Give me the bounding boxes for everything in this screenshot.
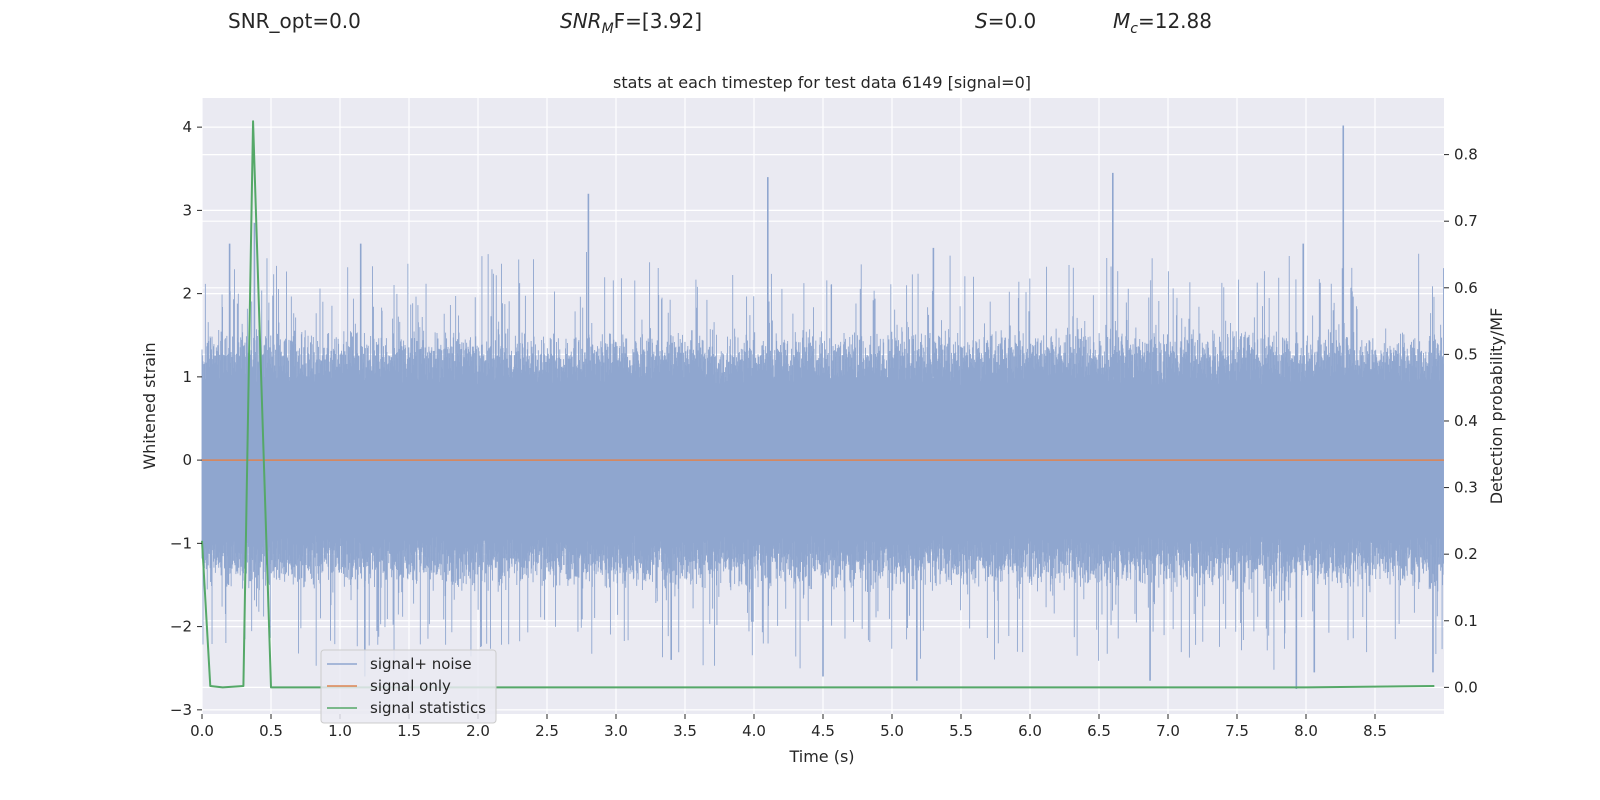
x-axis-ticks: 0.0 0.5 1.0 1.5 2.0 2.5 3.0 3.5 4.0 4.5 5.0 5.5 6.0 6… — [190, 714, 1387, 740]
noise-trace — [201, 252, 1444, 671]
y-tick-label: −2 — [170, 618, 192, 636]
x-tick-label: 6.5 — [1087, 722, 1111, 740]
y2-axis-label: Detection probability/MF — [1487, 308, 1506, 505]
y-axis-label: Whitened strain — [140, 342, 159, 469]
legend-label-signal-only: signal only — [370, 677, 451, 695]
x-tick-label: 7.0 — [1156, 722, 1180, 740]
x-tick-label: 8.5 — [1363, 722, 1387, 740]
y2-tick-label: 0.5 — [1454, 345, 1478, 363]
x-tick-label: 1.0 — [328, 722, 352, 740]
y-tick-label: 3 — [182, 201, 192, 219]
x-tick-label: 3.5 — [673, 722, 697, 740]
y2-tick-label: 0.8 — [1454, 146, 1478, 164]
snr-mf-rest: F=[3.92] — [614, 9, 702, 33]
header-annotations: SNR_opt=0.0 SNRMF=[3.92] S=0.0 Mc=12.88 — [228, 9, 1212, 37]
y-tick-label: 2 — [182, 285, 192, 303]
x-tick-label: 7.5 — [1225, 722, 1249, 740]
legend-frame — [320, 649, 497, 724]
mc-var: M — [1113, 9, 1130, 33]
x-tick-label: 0.5 — [259, 722, 283, 740]
y2-tick-label: 0.4 — [1454, 412, 1478, 430]
snr-mf-label: SNRMF=[3.92] — [560, 9, 702, 37]
y-tick-label: 4 — [182, 118, 192, 136]
x-tick-label: 0.0 — [190, 722, 214, 740]
mc-sub: c — [1130, 21, 1138, 37]
snr-mf-sub: M — [602, 21, 614, 37]
legend-label-signal-plus-noise: signal+ noise — [370, 655, 472, 673]
y2-tick-label: 0.7 — [1454, 212, 1478, 230]
y2-tick-label: 0.6 — [1454, 279, 1478, 297]
y-tick-label: −3 — [170, 701, 192, 719]
s-val: =0.0 — [988, 9, 1037, 33]
x-tick-label: 2.0 — [466, 722, 490, 740]
x-tick-label: 2.5 — [535, 722, 559, 740]
x-tick-label: 5.5 — [949, 722, 973, 740]
y2-tick-label: 0.2 — [1454, 545, 1478, 563]
x-tick-label: 3.0 — [604, 722, 628, 740]
x-tick-label: 6.0 — [1018, 722, 1042, 740]
legend-label-signal-statistics: signal statistics — [370, 699, 486, 717]
x-tick-label: 4.5 — [811, 722, 835, 740]
mc-label: Mc=12.88 — [1113, 9, 1212, 37]
y2-tick-label: 0.0 — [1454, 678, 1478, 696]
s-label: S=0.0 — [975, 9, 1036, 33]
y2-axis-ticks: 0.0 0.1 0.2 0.3 0.4 0.5 0.6 0.7 0.8 — [1444, 146, 1478, 696]
y-tick-label: 0 — [182, 451, 192, 469]
snr-opt-label: SNR_opt=0.0 — [228, 9, 361, 33]
y-axis-ticks: −3 −2 −1 0 1 2 3 4 — [170, 118, 202, 719]
chart-title: stats at each timestep for test data 614… — [613, 73, 1031, 92]
x-axis-label: Time (s) — [788, 747, 854, 766]
s-var: S — [975, 9, 988, 33]
y2-tick-label: 0.3 — [1454, 479, 1478, 497]
x-tick-label: 4.0 — [742, 722, 766, 740]
x-tick-label: 1.5 — [397, 722, 421, 740]
legend: signal+ noise signal only signal statist… — [320, 649, 497, 724]
y-tick-label: −1 — [170, 534, 192, 552]
x-tick-label: 5.0 — [880, 722, 904, 740]
x-tick-label: 8.0 — [1294, 722, 1318, 740]
y2-tick-label: 0.1 — [1454, 612, 1478, 630]
snr-mf-base: SNR — [560, 9, 602, 33]
mc-val: =12.88 — [1138, 9, 1212, 33]
y-tick-label: 1 — [182, 368, 192, 386]
